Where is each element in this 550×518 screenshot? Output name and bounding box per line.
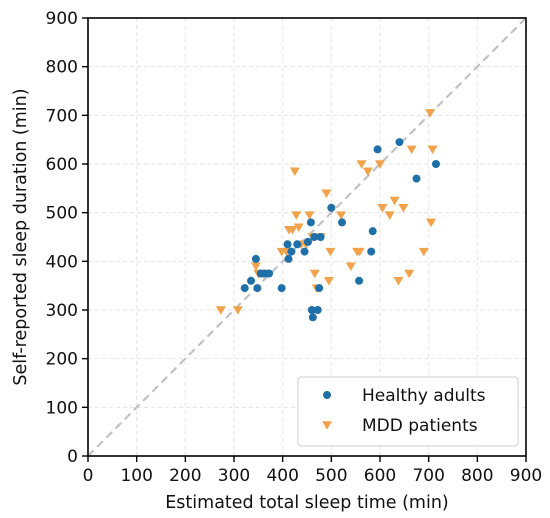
point-mdd [406,145,417,155]
point-mdd [336,211,347,220]
point-healthy [251,254,260,263]
data-points [215,109,440,322]
point-mdd [393,277,404,286]
point-healthy [355,276,364,285]
x-tick-label: 900 [510,466,542,486]
legend-label-mdd: MDD patients [362,416,478,436]
legend: Healthy adults MDD patients [297,376,519,447]
x-tick-label: 300 [218,466,250,486]
point-mdd [215,306,226,315]
point-mdd [362,167,373,177]
legend-marker-mdd [322,421,332,430]
point-mdd [354,247,365,257]
point-mdd [287,225,298,235]
point-healthy [315,284,324,293]
y-tick-label: 400 [46,252,78,272]
point-healthy [293,240,302,249]
point-mdd [345,262,356,271]
point-healthy [240,284,249,293]
point-mdd [384,211,395,220]
point-healthy [308,313,317,322]
point-mdd [291,211,302,220]
point-mdd [404,269,415,279]
point-healthy [306,218,315,227]
y-tick-label: 300 [46,301,78,321]
point-healthy [283,240,292,249]
point-mdd [375,160,385,169]
y-tick-label: 100 [46,398,78,418]
point-healthy [284,254,293,263]
point-mdd [323,277,334,286]
x-tick-label: 800 [461,466,493,486]
point-mdd [377,204,388,213]
point-mdd [250,262,261,271]
point-mdd [309,269,320,279]
y-tick-label: 500 [46,204,78,224]
legend-marker-healthy [323,391,331,399]
point-mdd [304,211,315,220]
x-tick-label: 500 [315,466,347,486]
point-healthy [367,247,376,256]
point-mdd [321,189,332,198]
x-axis-title: Estimated total sleep time (min) [165,493,449,513]
point-healthy [310,233,319,241]
point-healthy [431,160,440,168]
x-tick-label: 200 [169,466,201,486]
x-tick-label: 400 [266,466,298,486]
point-mdd [426,218,437,228]
x-tick-label: 100 [120,466,152,486]
point-mdd [289,167,300,177]
point-healthy [303,237,312,246]
y-tick-label: 800 [46,58,78,78]
x-tick-label: 0 [83,466,94,486]
point-healthy [265,269,274,278]
y-tick-label: 0 [67,447,78,467]
point-healthy [307,306,316,314]
point-healthy [395,138,404,147]
y-tick-label: 700 [46,106,78,126]
point-mdd [325,247,336,257]
legend-label-healthy: Healthy adults [362,386,486,406]
point-mdd [425,109,436,118]
point-healthy [247,276,256,285]
point-healthy [373,145,382,154]
point-healthy [368,227,377,236]
point-mdd [398,204,409,213]
x-tick-label: 600 [364,466,396,486]
y-axis-title: Self-reported sleep duration (min) [11,88,31,385]
point-healthy [327,203,336,212]
point-healthy [316,233,325,241]
legend-box [297,376,519,447]
point-mdd [389,196,400,206]
point-healthy [412,174,421,183]
y-tick-label: 200 [46,350,78,370]
point-mdd [427,145,438,155]
x-tick-label: 700 [412,466,444,486]
point-mdd [418,247,429,257]
point-mdd [232,306,243,315]
point-mdd [293,223,304,233]
point-healthy [287,247,296,256]
point-healthy [313,306,322,314]
point-healthy [253,284,262,293]
point-healthy [277,284,286,293]
plot-frame [87,17,527,457]
axis-ticks: 0 100 200 300 400 500 600 700 800 900 0 100 200 300 40… [46,9,543,486]
point-healthy [300,247,309,256]
point-mdd [356,160,367,169]
y-tick-label: 600 [46,155,78,175]
point-healthy [338,218,347,227]
y-tick-label: 900 [46,9,78,29]
